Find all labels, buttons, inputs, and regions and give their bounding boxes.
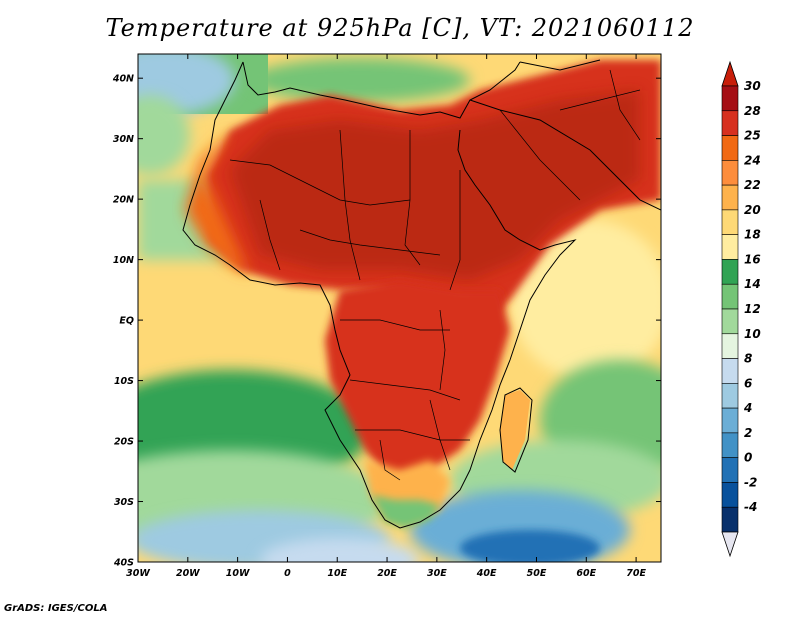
credit-text: GrADS: IGES/COLA [4,603,108,614]
colorbar-label: 22 [744,178,761,192]
country-borders [229,69,641,481]
colorbar-label: 16 [744,252,761,266]
colorbar-label: 25 [744,129,761,143]
lon-tick-label: 60E [576,568,596,579]
colorbar-label: -4 [744,500,757,514]
colorbar-segment [721,432,739,458]
lon-tick-label: 10E [327,568,347,579]
colorbar-segment [721,283,739,310]
colorbar-label: 18 [744,228,761,242]
colorbar-segment [721,506,739,533]
lon-tick-label: 50E [527,568,547,579]
lat-tick-label: 20S [114,437,134,448]
colorbar-label: 4 [743,401,752,415]
colorbar-segment [721,85,739,112]
chart-title: Temperature at 925hPa [C], VT: 202106011… [105,14,695,42]
colorbar-segment [721,259,739,285]
colorbar-label: 30 [744,79,761,93]
lat-tick-label: 30S [114,497,134,508]
colorbar-label: 6 [744,376,752,390]
colorbar-top-arrow [721,60,739,87]
colorbar-segment [721,135,739,161]
latitude-axis: 40N 30N 20N 10N EQ 10S 20S 30S 40S [112,74,661,569]
lon-tick-label: 20E [377,568,397,579]
colorbar-segment [721,457,739,483]
map-frame [137,53,662,563]
lon-tick-label: 30E [427,568,447,579]
colorbar-segment [721,110,739,136]
lat-tick-label: 10N [113,255,134,266]
lat-tick-label: 10S [114,376,134,387]
lon-tick-label: 30W [126,568,150,579]
longitude-axis: 30W 20W 10W 0 10E 20E 30E 40E 50E 60E 70E [126,54,646,579]
lon-tick-label: 70E [626,568,646,579]
lon-tick-label: 0 [284,568,291,579]
colorbar-segment [721,184,739,211]
colorbar-label: 24 [744,153,761,167]
lat-tick-label: 30N [113,134,134,145]
lat-tick-label: EQ [119,316,134,327]
colorbar-segment [721,383,739,409]
lat-tick-label: 40S [113,558,134,569]
colorbar-label: 12 [744,302,761,316]
colorbar-label: 8 [744,352,752,366]
colorbar-segment [721,482,739,508]
colorbar-bottom-arrow [721,531,739,558]
lon-tick-label: 10W [226,568,250,579]
colorbar-label: 0 [744,451,752,465]
lon-tick-label: 20W [176,568,200,579]
colorbar-label: 28 [744,104,761,118]
colorbar-segment [721,308,739,335]
lat-tick-label: 20N [113,195,134,206]
colorbar-label: 10 [744,327,761,341]
colorbar-label: 2 [744,426,752,440]
colorbar-segment [721,234,739,260]
colorbar-segment [721,407,739,434]
colorbar-label: 14 [744,277,761,291]
lon-tick-label: 40E [476,568,497,579]
colorbar-label: 20 [744,203,761,217]
colorbar-segment [721,209,739,235]
colorbar-segment [721,160,739,186]
colorbar-label: -2 [744,475,757,489]
colorbar-segment [721,333,739,359]
lat-tick-label: 40N [112,74,134,85]
temperature-field [138,54,661,562]
colorbar-segment [721,358,739,384]
